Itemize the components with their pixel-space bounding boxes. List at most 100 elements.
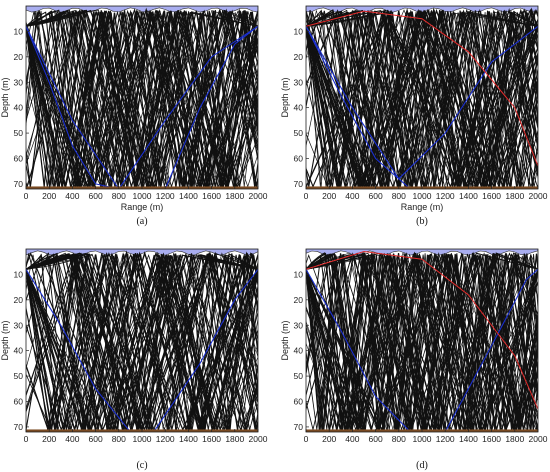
x-tick-label: 1200 [156,434,175,444]
x-tick-label: 2000 [529,191,548,201]
black-ray [26,251,258,432]
black-ray [26,253,258,430]
y-tick-label: 40 [14,346,24,356]
x-tick-label: 0 [304,434,309,444]
x-tick-label: 1000 [413,434,432,444]
x-tick-label: 1600 [482,191,501,201]
x-tick-label: 800 [392,434,406,444]
y-axis-label: Depth (m) [280,320,290,360]
x-axis-label: Range (m) [121,202,164,212]
black-ray [306,11,538,187]
panel-caption: (b) [416,216,428,227]
x-tick-label: 1200 [156,191,175,201]
black-ray [306,12,538,188]
blue-ray [26,25,258,189]
x-tick-label: 1600 [482,434,501,444]
black-ray [26,252,258,431]
black-ray [306,253,538,430]
x-tick-label: 200 [322,434,336,444]
black-ray [26,9,258,187]
y-tick-label: 30 [294,320,304,330]
y-tick-label: 30 [14,320,24,330]
y-tick-label: 50 [294,128,304,138]
blue-ray [306,26,411,189]
y-tick-label: 30 [14,77,24,87]
x-tick-label: 400 [345,191,359,201]
x-tick-label: 1600 [202,191,221,201]
black-ray [26,253,258,430]
x-tick-label: 1200 [436,191,455,201]
black-ray [26,254,258,431]
x-tick-label: 800 [112,434,126,444]
x-tick-label: 1600 [202,434,221,444]
y-tick-label: 60 [294,154,304,164]
x-tick-label: 1000 [133,191,152,201]
panel-3: 0 200 400 600 800 1000 1200 1400 1600 1800 2000 10 2… [280,248,548,471]
black-ray [306,253,538,431]
y-tick-label: 40 [14,103,24,113]
y-axis-label: Depth (m) [0,77,10,117]
black-ray [26,9,258,189]
y-tick-label: 40 [294,346,304,356]
x-tick-label: 1800 [505,191,524,201]
y-tick-label: 40 [294,103,304,113]
sea-surface [26,249,258,256]
y-tick-label: 60 [294,397,304,407]
black-ray [306,253,538,430]
y-tick-label: 20 [14,52,24,62]
black-ray [306,10,538,187]
y-tick-label: 10 [14,26,24,36]
y-tick-label: 10 [14,269,24,279]
plot-area [26,249,258,432]
x-tick-label: 200 [42,434,56,444]
x-tick-label: 800 [112,191,126,201]
black-ray [306,10,538,189]
black-ray [26,254,258,430]
black-ray [26,253,258,430]
blue-ray [306,269,411,432]
panel-1: 0 200 400 600 800 1000 1200 1400 1600 1800 2000 10 2… [280,5,548,227]
black-ray [26,254,258,430]
black-rays [306,7,538,189]
panel-caption: (d) [416,460,428,471]
x-tick-label: 800 [392,191,406,201]
plot-area [26,6,258,189]
y-tick-label: 30 [294,77,304,87]
black-ray [26,10,258,189]
black-ray [306,253,538,430]
y-axis-label: Depth (m) [280,77,290,117]
black-ray [26,251,258,432]
y-tick-label: 60 [14,397,24,407]
black-ray [306,8,538,189]
sea-surface [26,6,258,13]
black-ray [306,252,538,431]
black-ray [26,11,258,188]
x-tick-label: 600 [89,191,103,201]
x-tick-label: 600 [369,191,383,201]
x-tick-label: 2000 [249,191,268,201]
black-ray [26,253,258,432]
x-tick-label: 400 [345,434,359,444]
black-ray [26,10,258,187]
x-tick-label: 200 [42,191,56,201]
black-rays [26,7,258,189]
x-tick-label: 1000 [133,434,152,444]
black-ray [26,10,258,187]
x-tick-label: 600 [369,434,383,444]
black-ray [306,10,538,187]
x-tick-label: 1800 [225,191,244,201]
blue-ray [164,25,258,189]
blue-ray [306,25,538,180]
black-ray [26,10,258,188]
black-ray [306,10,538,187]
black-ray [306,252,538,430]
x-tick-label: 2000 [249,434,268,444]
x-tick-label: 400 [65,434,79,444]
panel-caption: (a) [136,216,147,227]
blue-ray [26,26,119,189]
plot-area [306,249,538,432]
y-tick-label: 70 [14,422,24,432]
black-ray [26,251,258,432]
black-ray [26,252,258,431]
black-ray [306,10,538,187]
